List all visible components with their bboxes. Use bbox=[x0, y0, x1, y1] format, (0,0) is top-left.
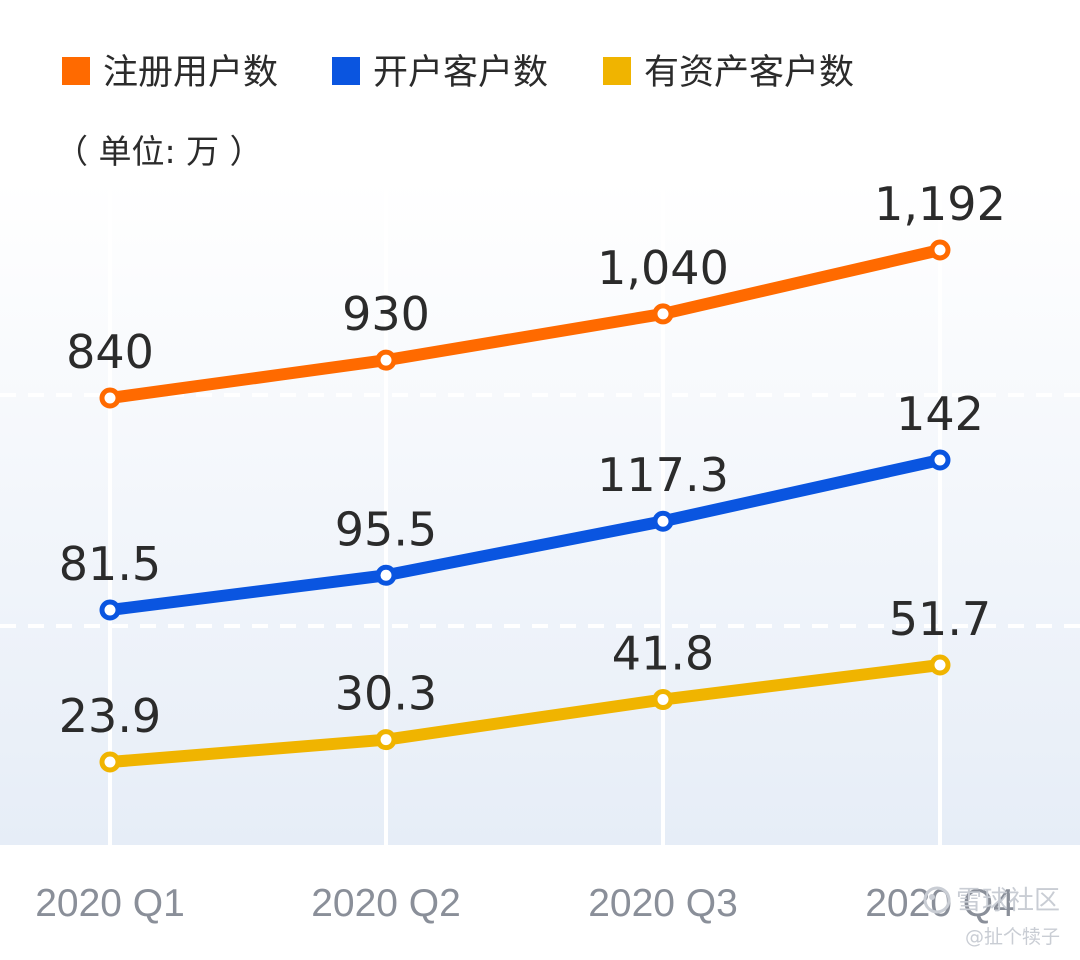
data-point bbox=[929, 449, 951, 471]
data-point bbox=[652, 303, 674, 325]
series-line bbox=[104, 244, 946, 404]
value-labels: 840 930 1,040 1,192 81.5 95.5 117.3 142 23.9 30.3… bbox=[59, 177, 1006, 743]
x-tick-label: 2020 Q1 bbox=[35, 882, 185, 925]
legend-swatch bbox=[62, 57, 90, 85]
watermark-logo-icon bbox=[923, 886, 951, 914]
data-label: 30.3 bbox=[335, 667, 437, 721]
data-label: 1,192 bbox=[874, 177, 1006, 231]
data-label: 930 bbox=[342, 287, 430, 341]
legend-label: 有资产客户数 bbox=[644, 53, 854, 93]
data-label: 117.3 bbox=[597, 448, 729, 502]
data-label: 41.8 bbox=[612, 627, 714, 681]
x-axis-ticks: 2020 Q1 2020 Q2 2020 Q3 2020 Q4 bbox=[35, 882, 1015, 925]
data-point bbox=[375, 349, 397, 371]
data-point bbox=[375, 729, 397, 751]
data-point bbox=[375, 564, 397, 586]
data-point bbox=[652, 689, 674, 711]
watermark-handle: @扯个犊子 bbox=[965, 926, 1060, 948]
data-label: 51.7 bbox=[889, 592, 991, 646]
legend-label: 注册用户数 bbox=[103, 53, 278, 93]
legend: 注册用户数 开户客户数 有资产客户数 bbox=[62, 53, 854, 93]
data-point bbox=[99, 599, 121, 621]
data-label: 1,040 bbox=[597, 241, 729, 295]
unit-label: （ 单位: 万 ） bbox=[55, 132, 263, 171]
watermark-text: 雪球社区 bbox=[956, 886, 1060, 916]
legend-swatch bbox=[603, 57, 631, 85]
data-label: 95.5 bbox=[335, 502, 437, 556]
data-label: 23.9 bbox=[59, 689, 161, 743]
data-point bbox=[652, 510, 674, 532]
x-tick-label: 2020 Q2 bbox=[311, 882, 461, 925]
plot-background bbox=[0, 180, 1080, 845]
data-point bbox=[99, 387, 121, 409]
data-point bbox=[929, 239, 951, 261]
series-layer bbox=[99, 239, 951, 773]
data-point bbox=[99, 751, 121, 773]
watermark: 雪球社区 @扯个犊子 bbox=[923, 886, 1060, 948]
data-label: 142 bbox=[896, 387, 984, 441]
legend-swatch bbox=[332, 57, 360, 85]
data-point bbox=[929, 654, 951, 676]
series-line bbox=[104, 659, 946, 768]
data-label: 81.5 bbox=[59, 537, 161, 591]
data-label: 840 bbox=[66, 325, 154, 379]
x-tick-label: 2020 Q3 bbox=[588, 882, 738, 925]
series-line bbox=[104, 454, 946, 616]
legend-label: 开户客户数 bbox=[373, 53, 548, 93]
